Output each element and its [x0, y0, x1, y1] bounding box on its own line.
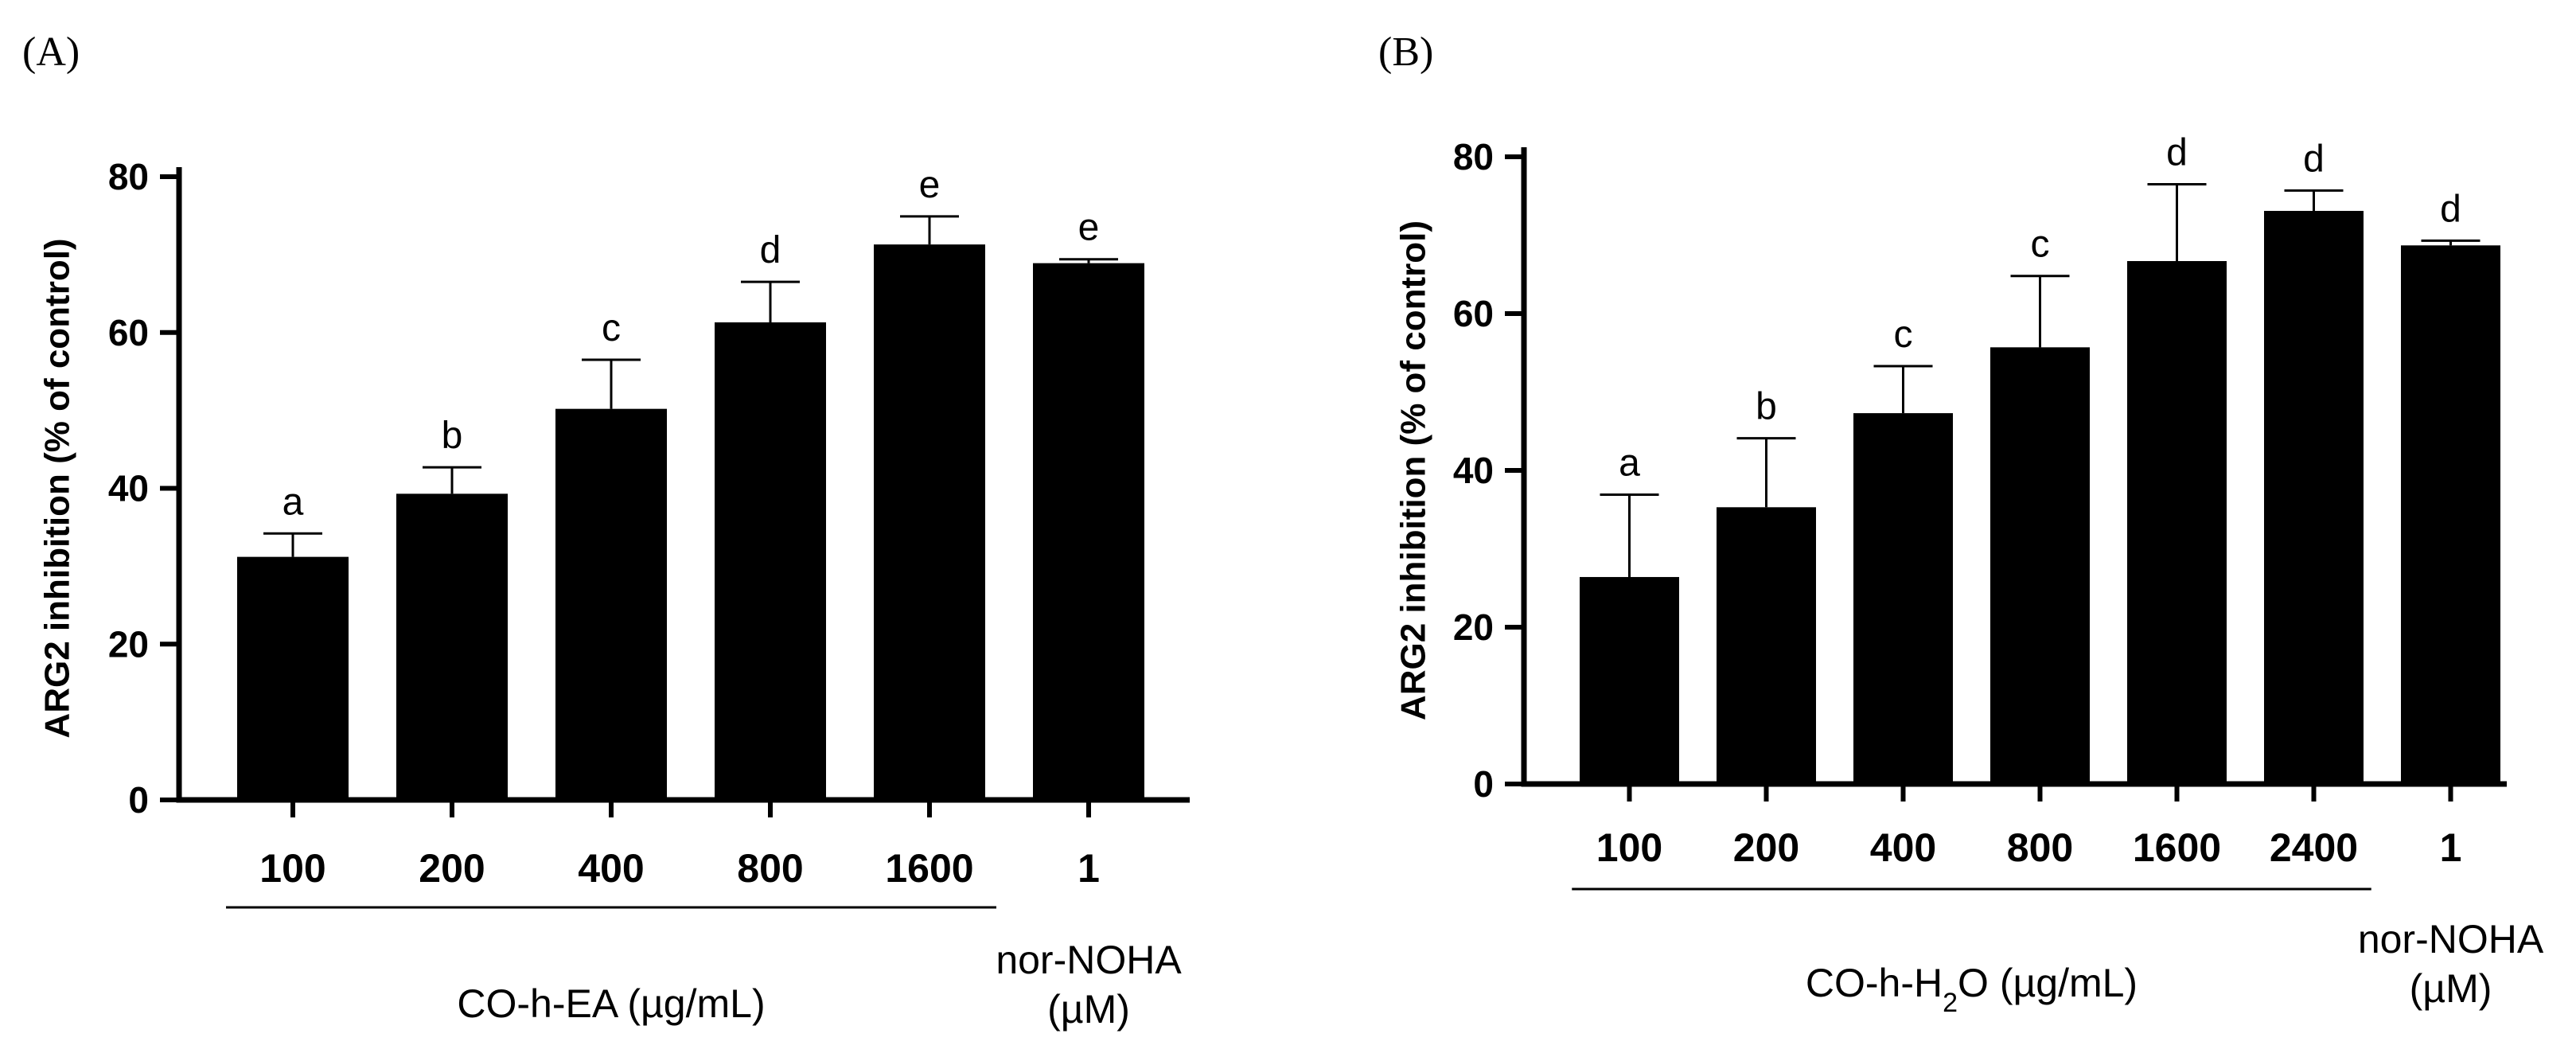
significance-label: a	[283, 481, 304, 523]
y-tick-label: 20	[108, 623, 149, 665]
significance-label: a	[1619, 443, 1640, 485]
bar	[1990, 347, 2090, 785]
x-tick-label: 100	[1596, 825, 1662, 870]
panel-b-chart: (B)ARG2 inhibition (% of control) a100b20…	[1378, 29, 2544, 1018]
y-tick-label: 0	[128, 779, 149, 821]
bar	[874, 244, 985, 800]
y-tick-label: 0	[1473, 763, 1494, 805]
bar	[2127, 261, 2227, 784]
panel-label: (A)	[22, 29, 80, 75]
group-label-subscript: 2	[1943, 988, 1958, 1018]
significance-label: c	[2031, 224, 2050, 266]
group-label: CO-h-H2O (µg/mL)	[1806, 961, 2138, 1018]
group-label: nor-NOHA (µM)	[2358, 917, 2544, 1011]
x-tick-label: 1600	[2133, 825, 2221, 870]
y-axis-label: ARG2 inhibition (% of control)	[38, 238, 77, 738]
group-label-line: (µM)	[1047, 987, 1130, 1032]
y-tick-label: 20	[1453, 607, 1494, 648]
bar	[2264, 210, 2364, 785]
significance-label: c	[602, 307, 621, 349]
significance-label: e	[1078, 207, 1100, 249]
bar	[237, 556, 349, 800]
significance-label: d	[760, 229, 781, 271]
x-tick-label: 800	[2007, 825, 2073, 870]
group-label-line: (µM)	[2410, 966, 2492, 1011]
x-tick-label: 1600	[885, 846, 973, 891]
x-tick-label: 200	[419, 846, 485, 891]
group-label-text-end: O (µg/mL)	[1958, 961, 2138, 1005]
x-tick-label: 1	[2440, 825, 2462, 870]
significance-label: d	[2166, 131, 2188, 174]
x-tick-label: 200	[1733, 825, 1799, 870]
group-label-line: nor-NOHA	[2358, 917, 2544, 961]
y-tick-label: 80	[1453, 136, 1494, 177]
y-tick-label: 80	[108, 156, 149, 197]
bar	[1853, 413, 1953, 784]
bar	[396, 493, 508, 800]
bar	[2401, 245, 2500, 784]
y-tick-label: 60	[1453, 293, 1494, 334]
bar	[555, 408, 667, 800]
significance-label: e	[919, 164, 941, 206]
y-axis-label: ARG2 inhibition (% of control)	[1394, 220, 1433, 720]
group-label-text: CO-h-H	[1806, 961, 1943, 1005]
significance-label: d	[2303, 138, 2325, 180]
group-label-line: nor-NOHA	[996, 938, 1182, 982]
bar	[1580, 576, 1679, 784]
x-tick-label: 800	[737, 846, 803, 891]
significance-label: d	[2440, 188, 2461, 230]
y-tick-label: 60	[108, 312, 149, 353]
bar	[1033, 263, 1144, 800]
panel-a-chart: (A) ARG2 inhibition (% of control) a 100 b 20…	[22, 29, 1190, 1032]
group-label: CO-h-EA (µg/mL)	[457, 981, 765, 1026]
bar	[1717, 507, 1816, 784]
y-tick-label: 40	[108, 468, 149, 509]
x-tick-label: 100	[259, 846, 325, 891]
x-tick-label: 2400	[2270, 825, 2358, 870]
panel-label: (B)	[1378, 29, 1433, 75]
bar	[715, 322, 826, 800]
x-tick-label: 400	[578, 846, 644, 891]
group-label-text: CO-h-EA (µg/mL)	[457, 981, 765, 1026]
significance-label: b	[1756, 386, 1777, 428]
group-label: nor-NOHA (µM)	[996, 938, 1182, 1032]
significance-label: b	[442, 415, 463, 457]
x-tick-label: 400	[1870, 825, 1936, 870]
x-tick-label: 1	[1078, 846, 1100, 891]
y-tick-label: 40	[1453, 450, 1494, 491]
significance-label: c	[1894, 314, 1913, 356]
